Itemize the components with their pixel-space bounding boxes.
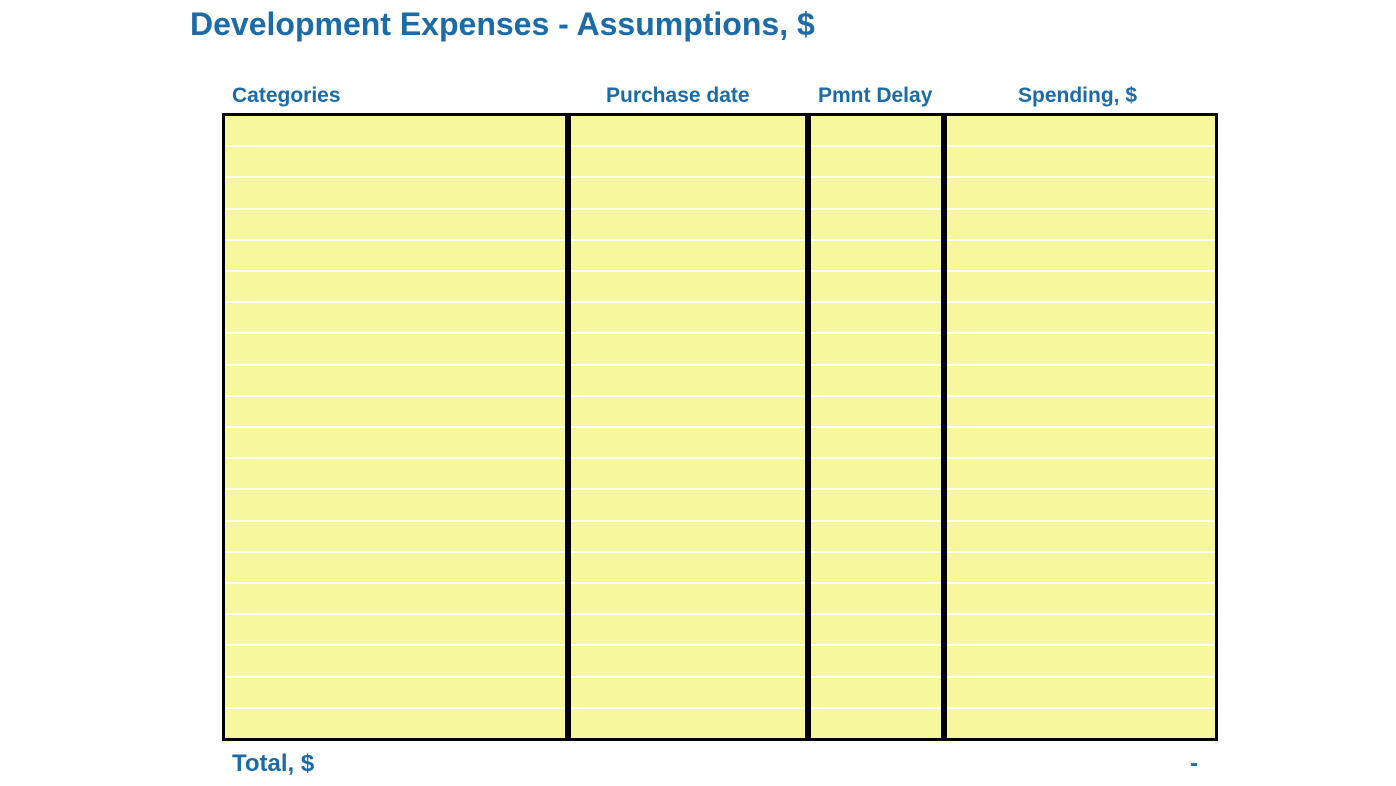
cell-purchase_date[interactable]: [571, 210, 805, 241]
cell-purchase_date[interactable]: [571, 553, 805, 584]
cell-pmnt_delay[interactable]: [811, 428, 941, 459]
cell-pmnt_delay[interactable]: [811, 553, 941, 584]
cell-categories[interactable]: [225, 584, 565, 615]
cell-spending[interactable]: [947, 334, 1215, 365]
cell-spending[interactable]: [947, 522, 1215, 553]
cell-categories[interactable]: [225, 490, 565, 521]
cell-spending[interactable]: [947, 210, 1215, 241]
cell-spending[interactable]: [947, 646, 1215, 677]
cell-spending[interactable]: [947, 553, 1215, 584]
cell-purchase_date[interactable]: [571, 272, 805, 303]
cell-purchase_date[interactable]: [571, 116, 805, 147]
cell-pmnt_delay[interactable]: [811, 459, 941, 490]
cell-spending[interactable]: [947, 459, 1215, 490]
cell-spending[interactable]: [947, 615, 1215, 646]
cell-categories[interactable]: [225, 397, 565, 428]
cell-spending[interactable]: [947, 178, 1215, 209]
cell-categories[interactable]: [225, 615, 565, 646]
col-purchase-date: [568, 113, 808, 741]
cell-purchase_date[interactable]: [571, 615, 805, 646]
cell-pmnt_delay[interactable]: [811, 334, 941, 365]
cell-purchase_date[interactable]: [571, 241, 805, 272]
col-header-spending: Spending, $: [1018, 84, 1137, 108]
cell-spending[interactable]: [947, 490, 1215, 521]
cell-pmnt_delay[interactable]: [811, 116, 941, 147]
cell-spending[interactable]: [947, 241, 1215, 272]
cell-pmnt_delay[interactable]: [811, 366, 941, 397]
cell-spending[interactable]: [947, 116, 1215, 147]
cell-categories[interactable]: [225, 241, 565, 272]
cell-purchase_date[interactable]: [571, 178, 805, 209]
footer-total-value: -: [1190, 750, 1198, 778]
cell-categories[interactable]: [225, 366, 565, 397]
cell-categories[interactable]: [225, 646, 565, 677]
col-header-purchase-date: Purchase date: [606, 84, 750, 108]
cell-purchase_date[interactable]: [571, 397, 805, 428]
cell-pmnt_delay[interactable]: [811, 303, 941, 334]
cell-categories[interactable]: [225, 428, 565, 459]
cell-pmnt_delay[interactable]: [811, 584, 941, 615]
col-spending: [944, 113, 1218, 741]
cell-purchase_date[interactable]: [571, 334, 805, 365]
cell-purchase_date[interactable]: [571, 366, 805, 397]
cell-spending[interactable]: [947, 428, 1215, 459]
cell-categories[interactable]: [225, 303, 565, 334]
cell-purchase_date[interactable]: [571, 522, 805, 553]
cell-spending[interactable]: [947, 678, 1215, 709]
cell-pmnt_delay[interactable]: [811, 678, 941, 709]
cell-categories[interactable]: [225, 553, 565, 584]
cell-purchase_date[interactable]: [571, 584, 805, 615]
cell-purchase_date[interactable]: [571, 646, 805, 677]
col-header-pmnt-delay: Pmnt Delay: [818, 84, 932, 108]
cell-spending[interactable]: [947, 366, 1215, 397]
cell-pmnt_delay[interactable]: [811, 615, 941, 646]
col-header-categories: Categories: [232, 84, 341, 108]
cell-pmnt_delay[interactable]: [811, 241, 941, 272]
cell-pmnt_delay[interactable]: [811, 646, 941, 677]
expenses-table: [222, 113, 1218, 741]
cell-purchase_date[interactable]: [571, 428, 805, 459]
cell-pmnt_delay[interactable]: [811, 490, 941, 521]
col-pmnt-delay: [808, 113, 944, 741]
cell-pmnt_delay[interactable]: [811, 709, 941, 738]
cell-spending[interactable]: [947, 303, 1215, 334]
cell-categories[interactable]: [225, 459, 565, 490]
cell-pmnt_delay[interactable]: [811, 147, 941, 178]
cell-categories[interactable]: [225, 116, 565, 147]
cell-categories[interactable]: [225, 272, 565, 303]
cell-pmnt_delay[interactable]: [811, 210, 941, 241]
cell-purchase_date[interactable]: [571, 678, 805, 709]
cell-purchase_date[interactable]: [571, 303, 805, 334]
cell-purchase_date[interactable]: [571, 490, 805, 521]
cell-categories[interactable]: [225, 147, 565, 178]
footer-total-label: Total, $: [232, 750, 314, 778]
col-categories: [222, 113, 568, 741]
cell-pmnt_delay[interactable]: [811, 272, 941, 303]
cell-purchase_date[interactable]: [571, 459, 805, 490]
cell-categories[interactable]: [225, 678, 565, 709]
cell-pmnt_delay[interactable]: [811, 522, 941, 553]
cell-purchase_date[interactable]: [571, 709, 805, 738]
cell-categories[interactable]: [225, 178, 565, 209]
cell-spending[interactable]: [947, 397, 1215, 428]
cell-pmnt_delay[interactable]: [811, 397, 941, 428]
cell-spending[interactable]: [947, 709, 1215, 738]
cell-spending[interactable]: [947, 584, 1215, 615]
cell-categories[interactable]: [225, 334, 565, 365]
cell-categories[interactable]: [225, 709, 565, 738]
cell-spending[interactable]: [947, 272, 1215, 303]
cell-categories[interactable]: [225, 522, 565, 553]
page-title: Development Expenses - Assumptions, $: [190, 6, 815, 43]
cell-categories[interactable]: [225, 210, 565, 241]
cell-spending[interactable]: [947, 147, 1215, 178]
cell-purchase_date[interactable]: [571, 147, 805, 178]
cell-pmnt_delay[interactable]: [811, 178, 941, 209]
